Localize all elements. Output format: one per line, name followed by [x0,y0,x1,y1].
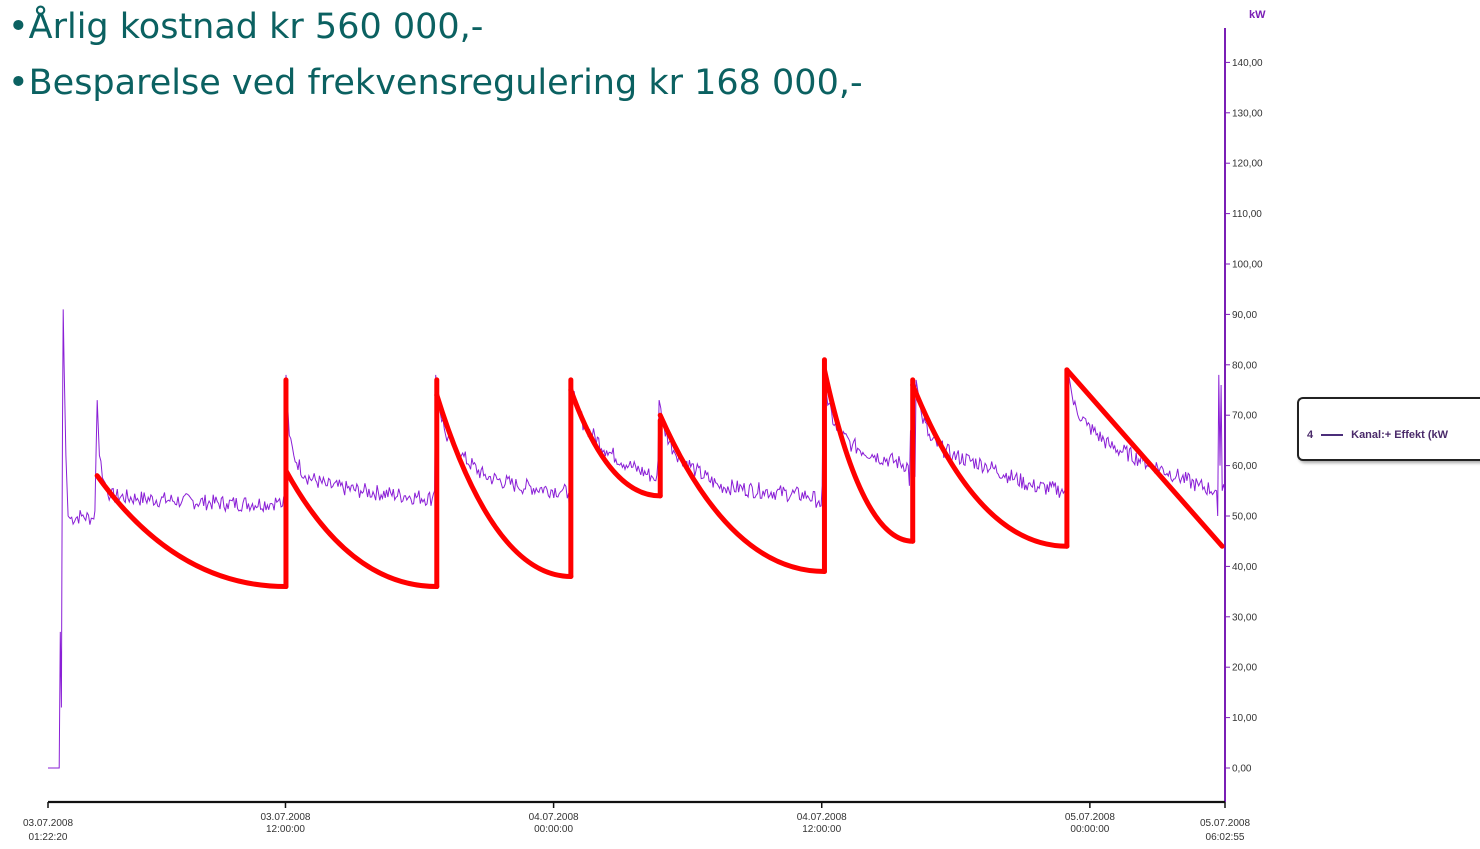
estimated-power-segment [657,412,827,574]
estimated-power-segment [434,392,574,579]
estimated-power-segment [1064,367,1225,549]
x-tick-label-time: 01:22:20 [29,832,68,843]
y-tick-label: 10,00 [1232,713,1257,724]
y-unit-label: kW [1249,9,1266,21]
annual-cost-bullet: •Årlig kostnad kr 560 000,- [8,10,483,45]
x-tick-label-date: 03.07.2008 [23,818,73,829]
legend-swatch [1321,434,1344,436]
legend-channel-number: 4 [1307,429,1314,441]
x-tick-label-date: 05.07.2008 [1065,812,1115,823]
x-tick-label-date: 03.07.2008 [260,812,310,823]
y-tick-label: 100,00 [1232,260,1263,271]
estimated-power-segment [821,367,916,544]
estimated-power-segment [910,382,1070,549]
y-tick-label: 110,00 [1232,209,1262,220]
legend-label: Kanal:+ Effekt (kW [1351,429,1449,441]
y-tick-label: 40,00 [1232,562,1257,573]
estimated-power-curves [94,357,1225,590]
annual-cost-text: Årlig kostnad kr 560 000,- [28,7,484,47]
savings-text: Besparelse ved frekvensregulering kr 168… [28,63,863,103]
estimated-power-segment [568,387,663,499]
y-tick-label: 0,00 [1232,764,1252,775]
x-tick-label-time: 12:00:00 [802,824,841,835]
y-tick-label: 30,00 [1232,612,1257,623]
measured-power-line [48,309,1226,769]
x-tick-label-date: 04.07.2008 [797,812,847,823]
bullet-marker: • [8,63,29,103]
y-tick-label: 70,00 [1232,411,1257,422]
x-tick-label-date: 05.07.2008 [1200,818,1250,829]
x-tick-label-time: 12:00:00 [266,824,305,835]
y-tick-label: 80,00 [1232,360,1257,371]
y-tick-label: 140,00 [1232,58,1263,69]
x-axis: 03.07.200801:22:2003.07.200812:00:0004.0… [23,800,1250,843]
estimated-power-segment [94,473,289,590]
y-tick-label: 20,00 [1232,663,1257,674]
savings-bullet: •Besparelse ved frekvensregulering kr 16… [8,66,863,101]
y-tick-label: 120,00 [1232,159,1263,170]
estimated-power-segment [283,468,440,590]
x-tick-label-date: 04.07.2008 [529,812,579,823]
measured-power-series [48,309,1226,769]
x-tick-label-time: 00:00:00 [1070,824,1109,835]
y-tick-label: 130,00 [1232,108,1263,119]
x-tick-label-time: 00:00:00 [534,824,573,835]
bullet-marker: • [8,7,29,47]
y-tick-label: 50,00 [1232,512,1257,523]
y-axis: 0,00 10,00 20,00 30,00 40,00 50,00 60,00 70,00 8… [1224,28,1263,802]
y-tick-label: 60,00 [1232,461,1257,472]
y-tick-label: 90,00 [1232,310,1257,321]
chart-legend: 4 Kanal:+ Effekt (kW [1297,397,1480,461]
legend-item: 4 Kanal:+ Effekt (kW [1307,429,1448,441]
x-tick-label-time: 06:02:55 [1206,832,1245,843]
